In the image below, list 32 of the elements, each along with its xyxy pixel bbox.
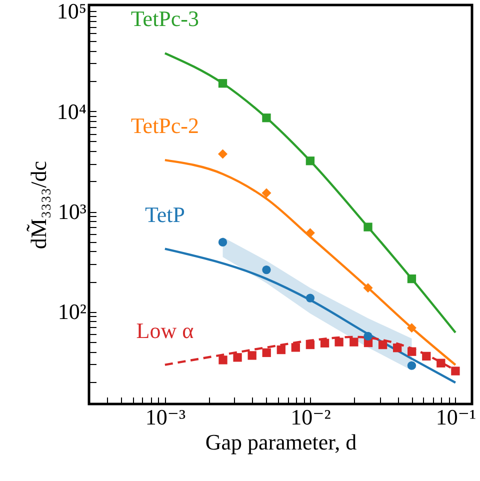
point	[291, 343, 300, 352]
point	[451, 366, 460, 376]
x-tick-label: 10⁻¹	[436, 404, 476, 430]
point	[334, 338, 344, 346]
point	[218, 356, 228, 364]
point	[218, 79, 228, 88]
point	[408, 347, 416, 356]
y-tick-label: 10⁴	[56, 98, 87, 124]
point	[276, 345, 286, 354]
point	[350, 338, 358, 346]
point	[436, 358, 446, 368]
point	[393, 344, 402, 352]
point	[218, 149, 228, 159]
x-tick-label: 10⁻²	[290, 404, 332, 430]
point	[422, 352, 431, 361]
x-tick-label: 10⁻³	[145, 404, 186, 430]
y-tick-label: 10²	[58, 299, 87, 324]
point	[218, 238, 228, 247]
y-tick-label: 10³	[58, 199, 87, 224]
y-axis-title: dM̃₃₃₃₃/dc	[26, 160, 51, 250]
point	[378, 340, 388, 350]
series-label: TetPc-3	[130, 6, 200, 32]
series-label: Low α	[136, 318, 194, 343]
x-axis-title: Gap parameter, d	[205, 430, 357, 454]
point	[320, 338, 330, 348]
series-label: TetP	[144, 202, 185, 227]
point	[248, 351, 256, 360]
point	[233, 353, 242, 362]
point	[306, 340, 315, 350]
y-tick-label: 10⁵	[56, 0, 86, 24]
point	[262, 348, 271, 358]
series-label: TetPc-2	[130, 113, 200, 138]
